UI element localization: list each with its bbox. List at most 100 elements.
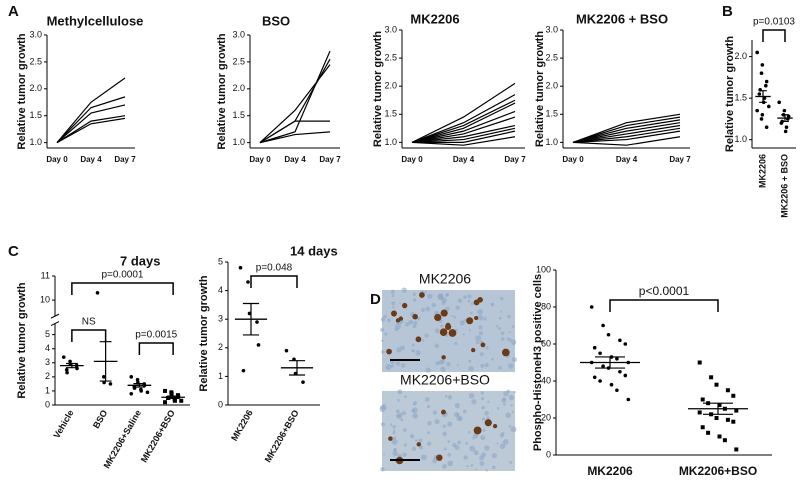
- y-tick-label: 5: [218, 256, 223, 266]
- data-point: [592, 375, 597, 380]
- stained-nucleus: [480, 342, 486, 348]
- data-point: [757, 92, 762, 96]
- series-line: [56, 115, 126, 144]
- tissue: [434, 343, 440, 349]
- tissue: [466, 464, 469, 468]
- tissue: [412, 298, 417, 302]
- chart-title: BSO: [262, 13, 290, 28]
- tissue: [508, 331, 511, 334]
- tissue: [467, 294, 472, 299]
- series-line: [411, 127, 516, 143]
- stained-nucleus: [473, 426, 482, 435]
- series-line: [411, 82, 516, 143]
- tissue: [498, 365, 502, 370]
- image-label: MK2206+BSO: [400, 372, 490, 388]
- stained-nucleus: [441, 409, 446, 415]
- series-line: [572, 130, 681, 143]
- data-point: [714, 382, 719, 387]
- y-tick-label: 1.5: [232, 110, 245, 120]
- x-tick-label: Vehicle: [51, 408, 75, 440]
- stained-nucleus: [386, 348, 392, 355]
- tissue: [453, 315, 457, 319]
- data-point: [731, 419, 736, 424]
- tissue: [403, 443, 407, 447]
- series-line: [411, 124, 516, 143]
- data-point: [782, 108, 787, 113]
- y-tick-label: 2.5: [384, 52, 397, 62]
- tissue: [457, 440, 461, 445]
- data-point: [697, 360, 702, 365]
- tissue: [484, 410, 489, 416]
- tissue: [506, 337, 510, 341]
- x-tick-label: Day 0: [249, 155, 271, 164]
- y-axis-label: Relative tumor growth: [16, 282, 28, 398]
- tissue: [381, 350, 386, 354]
- data-point: [700, 425, 705, 430]
- y-axis-label: Relative tumor growth: [216, 33, 228, 149]
- data-point: [722, 438, 727, 443]
- tissue: [477, 314, 484, 321]
- tissue: [463, 295, 467, 299]
- y-tick-label: 1.0: [384, 137, 397, 147]
- series-line: [56, 77, 126, 144]
- y-tick-label: 2: [218, 342, 223, 352]
- tissue: [392, 305, 395, 309]
- tissue: [472, 433, 479, 439]
- data-point: [618, 338, 622, 343]
- tissue: [477, 308, 483, 315]
- tissue: [468, 366, 474, 372]
- data-point: [246, 280, 250, 284]
- data-point: [725, 417, 730, 422]
- tissue: [483, 317, 487, 321]
- tissue: [425, 367, 431, 373]
- tissue: [380, 317, 386, 322]
- tissue: [454, 402, 461, 409]
- y-tick-label: 4: [218, 285, 223, 295]
- data-point: [623, 342, 628, 346]
- data-point: [102, 375, 106, 379]
- tissue: [500, 337, 505, 341]
- error-bar: [595, 356, 625, 369]
- tissue: [491, 357, 494, 361]
- y-tick-label: 2.0: [232, 83, 245, 93]
- tissue: [511, 325, 515, 329]
- y-tick-label: 20: [541, 412, 551, 422]
- tissue: [402, 411, 407, 416]
- y-tick-label: 80: [541, 301, 551, 311]
- tissue: [484, 362, 489, 368]
- x-tick-label: MK2206+BSO: [139, 408, 177, 464]
- tissue: [481, 452, 486, 458]
- tissue: [398, 412, 403, 418]
- tissue: [468, 359, 472, 363]
- y-tick-label: 11: [41, 270, 50, 280]
- series-line: [572, 116, 681, 143]
- tissue: [442, 424, 447, 429]
- axis-break: [50, 321, 60, 327]
- tissue: [403, 428, 407, 432]
- tissue: [440, 366, 446, 373]
- tissue: [500, 331, 505, 336]
- y-tick-label: 1.5: [384, 109, 397, 119]
- y-tick-label: 2.5: [232, 56, 245, 66]
- tissue: [469, 445, 476, 452]
- stained-nucleus: [412, 313, 418, 320]
- tissue: [412, 324, 417, 329]
- tissue: [411, 408, 415, 413]
- data-point: [589, 305, 594, 309]
- data-point: [697, 410, 702, 415]
- data-point: [135, 377, 140, 382]
- tissue: [414, 439, 418, 442]
- tissue: [462, 409, 467, 414]
- tissue: [508, 425, 512, 428]
- x-tick-label: Day 4: [80, 155, 102, 164]
- tissue: [498, 316, 502, 320]
- y-tick-label: 1: [218, 371, 223, 381]
- stained-nucleus: [492, 423, 498, 429]
- tissue: [425, 306, 431, 312]
- significance-bracket: [762, 29, 786, 42]
- tissue: [502, 439, 509, 445]
- tissue: [445, 412, 448, 415]
- y-tick-label: 2.0: [545, 81, 558, 91]
- series-line: [412, 130, 516, 143]
- tissue: [395, 361, 401, 367]
